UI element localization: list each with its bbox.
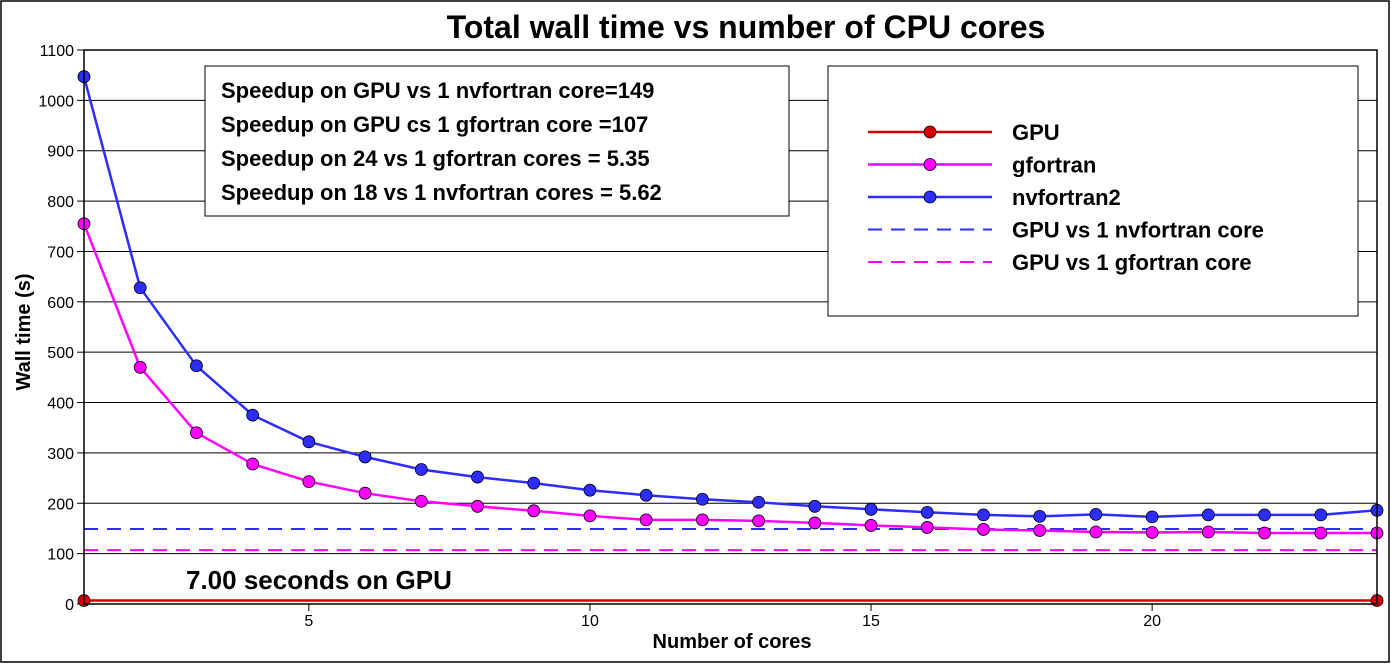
gfortran-data-point — [471, 499, 484, 513]
nvfortran2-series-line — [82, 76, 1378, 519]
y-axis-label: Wall time (s) — [13, 273, 35, 390]
y-tick-label: 0 — [65, 597, 74, 614]
y-tick-label: 500 — [47, 345, 74, 362]
nvfortran2-data-point — [752, 495, 766, 509]
nvfortran2-data-point — [190, 359, 203, 373]
y-tick-label: 900 — [47, 144, 74, 161]
legend-label-nvfortran2: nvfortran2 — [1012, 185, 1121, 210]
y-tick-label: 100 — [47, 547, 74, 564]
nvfortran2-data-point — [246, 408, 260, 422]
nvfortran2-data-point — [527, 476, 541, 490]
gfortran-data-point — [190, 426, 203, 440]
gfortran-data-point — [695, 513, 709, 527]
y-tick-label: 300 — [47, 446, 74, 463]
gfortran-data-point — [639, 513, 653, 527]
x-tick-label: 15 — [862, 613, 880, 630]
x-tick-label: 10 — [581, 613, 599, 630]
y-tick-label: 1000 — [38, 93, 74, 110]
y-tick-label: 600 — [47, 295, 74, 312]
legend-label-gpu-vs-1-gfortran-core: GPU vs 1 gfortran core — [1012, 250, 1252, 275]
gfortran-data-point — [358, 486, 372, 500]
y-tick-label: 1100 — [40, 43, 75, 60]
nvfortran2-data-point — [414, 463, 428, 476]
legend-label-gpu-vs-1-nvfortran-core: GPU vs 1 nvfortran core — [1012, 218, 1264, 243]
y-tick-label: 800 — [47, 194, 74, 211]
nvfortran2-data-point — [471, 470, 484, 484]
y-tick-label: 200 — [47, 496, 74, 513]
x-tick-label: 5 — [304, 613, 313, 630]
info-box-frame — [204, 65, 790, 217]
gpu-time-annotation: 7.00 seconds on GPU — [186, 565, 452, 595]
gfortran-data-point — [977, 523, 990, 536]
plot-frame — [83, 49, 1378, 605]
nvfortran2-data-point — [639, 488, 653, 502]
gfortran-data-point — [1201, 525, 1215, 539]
nvfortran2-data-point — [358, 450, 372, 464]
gfortran-data-point — [133, 360, 147, 374]
series-layer — [77, 70, 1384, 607]
gfortran-data-point — [920, 521, 934, 534]
nvfortran2-data-point — [920, 505, 934, 519]
gfortran-data-point — [1258, 526, 1271, 540]
gfortran-data-point — [246, 457, 260, 471]
x-tick-label: 20 — [1143, 613, 1161, 630]
axis-ticks: 0 100 200 300 400 500 600 700 800 900 1000 1100 5 10 1… — [38, 43, 1161, 630]
nvfortran2-data-point — [1089, 507, 1103, 521]
legend: GPU gfortran nvfortran2 GPU vs 1 nvfortran … — [827, 65, 1359, 317]
legend-label-gfortran: gfortran — [1012, 153, 1096, 178]
gfortran-series-line — [82, 223, 1377, 535]
nvfortran2-data-point — [864, 502, 878, 516]
legend-marker-gpu — [923, 125, 937, 139]
chart-title: Total wall time vs number of CPU cores — [447, 9, 1046, 45]
nvfortran2-data-point — [1145, 510, 1159, 524]
nvfortran2-data-point — [1033, 509, 1047, 523]
nvfortran2-data-point — [1314, 508, 1328, 522]
nvfortran2-data-point — [1201, 508, 1215, 522]
nvfortran2-data-point — [977, 508, 990, 522]
gfortran-data-point — [1033, 524, 1047, 537]
legend-marker-nvfortran2 — [923, 190, 937, 204]
nvfortran2-data-point — [695, 492, 709, 506]
x-axis-label: Number of cores — [653, 631, 812, 653]
nvfortran2-data-point — [133, 281, 147, 295]
info-line-1: Speedup on GPU vs 1 nvfortran core=149 — [221, 78, 654, 103]
gfortran-data-point — [864, 519, 878, 532]
gfortran-data-point — [302, 475, 316, 489]
legend-label-gpu: GPU — [1012, 120, 1060, 145]
nvfortran2-data-point — [302, 435, 316, 449]
info-line-3: Speedup on 24 vs 1 gfortran cores = 5.35 — [221, 146, 650, 171]
legend-frame — [827, 65, 1359, 317]
gfortran-data-point — [1314, 526, 1328, 540]
nvfortran2-data-point — [583, 483, 597, 497]
nvfortran2-data-point — [808, 499, 822, 513]
gfortran-data-point — [414, 494, 428, 508]
gfortran-data-point — [808, 516, 822, 530]
nvfortran2-data-point — [1258, 508, 1271, 522]
info-line-4: Speedup on 18 vs 1 nvfortran cores = 5.6… — [221, 180, 662, 205]
gfortran-data-point — [1089, 525, 1103, 539]
gfortran-data-point — [752, 514, 766, 528]
info-box: Speedup on GPU vs 1 nvfortran core=149 S… — [204, 65, 790, 217]
y-tick-label: 700 — [47, 244, 74, 261]
gfortran-data-point — [1145, 526, 1159, 539]
y-tick-label: 400 — [47, 396, 74, 413]
info-line-2: Speedup on GPU cs 1 gfortran core =107 — [221, 112, 648, 137]
legend-marker-gfortran — [923, 158, 937, 171]
gfortran-data-point — [527, 504, 541, 518]
gfortran-data-point — [583, 509, 597, 523]
